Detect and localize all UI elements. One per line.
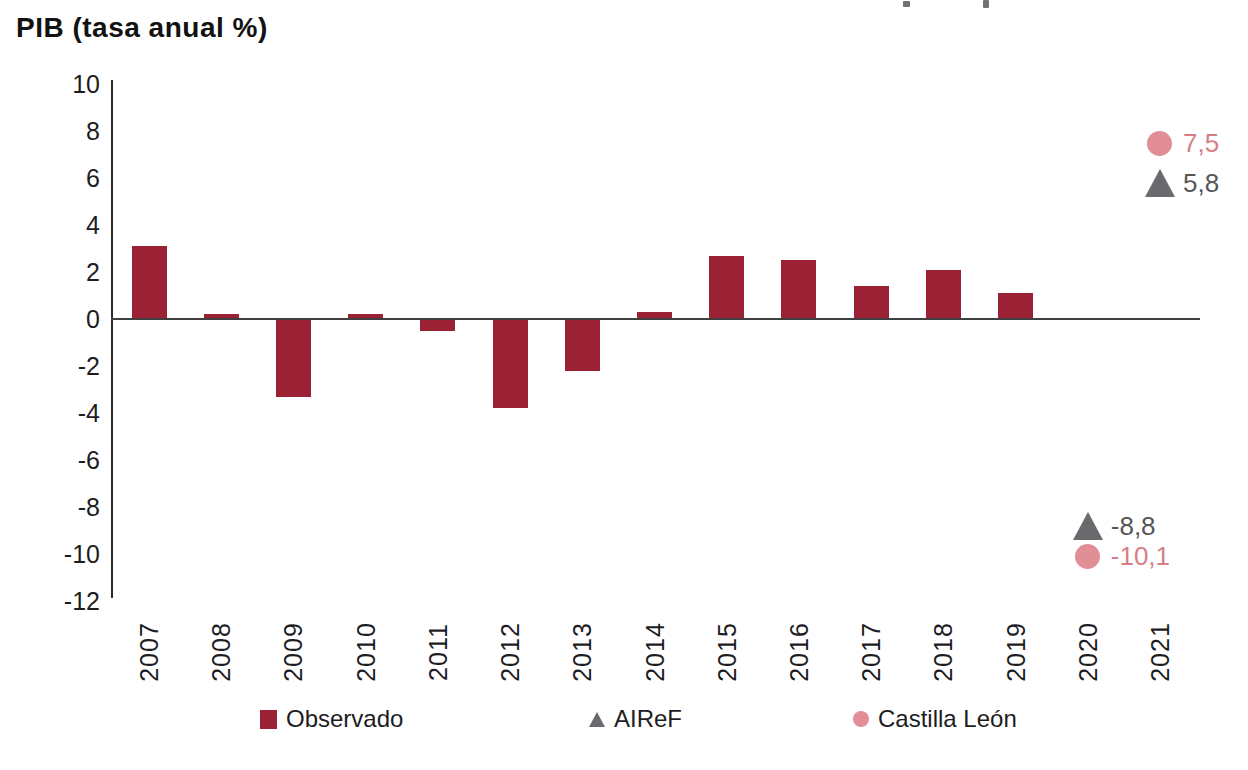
y-tick-label: 10 xyxy=(26,68,100,100)
x-tick-label-2021: 2021 xyxy=(1146,622,1175,682)
castilla-león-circle-marker xyxy=(1147,131,1172,156)
x-tick-label-2010: 2010 xyxy=(351,622,380,682)
legend-item-airef: AIReF xyxy=(589,704,682,734)
chart-title: PIB (tasa anual %) xyxy=(16,12,268,44)
x-tick-label-2016: 2016 xyxy=(784,622,813,682)
airef-triangle-swatch-icon xyxy=(589,712,605,727)
forecast-value-label: 5,8 xyxy=(1183,167,1219,199)
y-tick-label: -4 xyxy=(26,397,100,429)
y-tick-label: -10 xyxy=(26,538,100,570)
cropped-text-fragment xyxy=(983,0,989,8)
legend-label-castilla-leon: Castilla León xyxy=(878,705,1017,733)
x-tick-label-2009: 2009 xyxy=(279,622,308,682)
castilla-leon-circle-swatch-icon xyxy=(853,711,869,727)
legend-item-castilla-leon: Castilla León xyxy=(853,704,1017,734)
y-tick-label: 2 xyxy=(26,256,100,288)
x-tick-label-2017: 2017 xyxy=(857,622,886,682)
legend-item-observado: Observado xyxy=(260,704,403,734)
zero-axis-line xyxy=(111,318,1200,320)
airef-triangle-marker xyxy=(1073,512,1103,540)
x-tick-label-2007: 2007 xyxy=(135,622,164,682)
y-tick-label: -6 xyxy=(26,444,100,476)
bar-2009 xyxy=(276,319,311,397)
bar-2012 xyxy=(493,319,528,408)
forecast-value-label: -10,1 xyxy=(1111,540,1170,572)
x-tick-label-2019: 2019 xyxy=(1001,622,1030,682)
y-axis-line xyxy=(111,80,113,598)
y-tick-label: -12 xyxy=(26,585,100,617)
legend-label-observado: Observado xyxy=(286,705,403,733)
bar-2017 xyxy=(854,286,889,319)
forecast-value-label: -8,8 xyxy=(1111,510,1156,542)
cropped-text-fragment xyxy=(903,1,910,7)
y-tick-label: -2 xyxy=(26,350,100,382)
x-tick-label-2020: 2020 xyxy=(1073,622,1102,682)
y-tick-label: 4 xyxy=(26,209,100,241)
x-tick-label-2018: 2018 xyxy=(929,622,958,682)
x-tick-label-2015: 2015 xyxy=(712,622,741,682)
bar-2015 xyxy=(709,256,744,319)
castilla-león-circle-marker xyxy=(1075,544,1100,569)
y-tick-label: -8 xyxy=(26,491,100,523)
x-tick-label-2008: 2008 xyxy=(207,622,236,682)
airef-triangle-marker xyxy=(1145,169,1175,197)
bar-2018 xyxy=(926,270,961,319)
bar-2011 xyxy=(420,319,455,331)
y-tick-label: 6 xyxy=(26,162,100,194)
gdp-chart-canvas: PIB (tasa anual %) 10 8 6 4 2 0 -2 -4 -6 -8 -10 -12… xyxy=(0,0,1248,770)
bar-2019 xyxy=(998,293,1033,319)
y-tick-label: 8 xyxy=(26,115,100,147)
x-tick-label-2012: 2012 xyxy=(496,622,525,682)
bar-2013 xyxy=(565,319,600,371)
x-tick-label-2014: 2014 xyxy=(640,622,669,682)
bar-2016 xyxy=(781,260,816,319)
bar-2007 xyxy=(132,246,167,319)
y-tick-label: 0 xyxy=(26,303,100,335)
legend-label-airef: AIReF xyxy=(614,705,682,733)
forecast-value-label: 7,5 xyxy=(1183,127,1219,159)
observado-square-swatch-icon xyxy=(260,710,277,729)
x-tick-label-2011: 2011 xyxy=(423,623,452,681)
x-tick-label-2013: 2013 xyxy=(568,622,597,682)
